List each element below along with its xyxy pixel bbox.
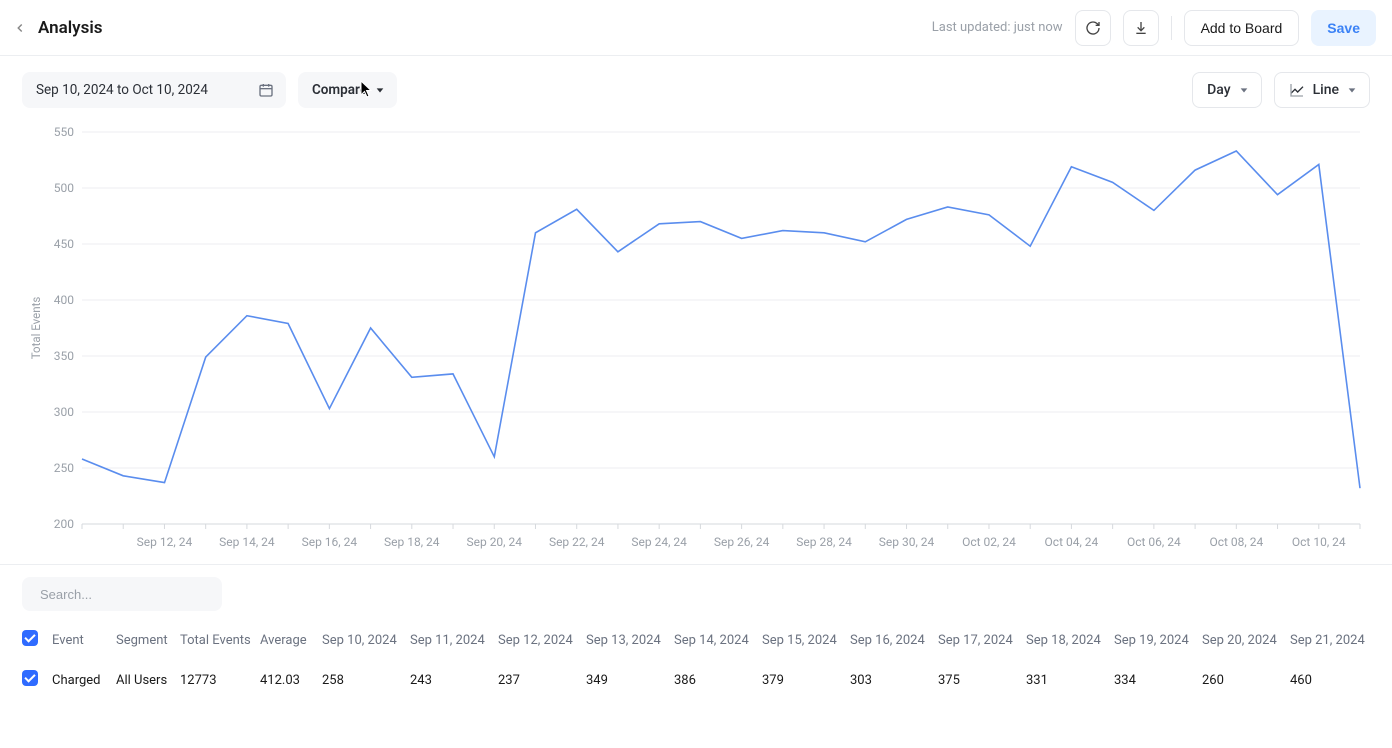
svg-text:400: 400 xyxy=(54,293,74,307)
save-button[interactable]: Save xyxy=(1311,10,1376,46)
svg-text:Oct 10, 24: Oct 10, 24 xyxy=(1292,535,1346,549)
add-to-board-button[interactable]: Add to Board xyxy=(1184,10,1300,46)
svg-text:Sep 16, 24: Sep 16, 24 xyxy=(302,535,358,549)
cell-event: Charged xyxy=(52,673,116,688)
cell-value: 460 xyxy=(1290,673,1370,688)
back-button[interactable] xyxy=(8,16,32,40)
chevron-down-icon xyxy=(1239,85,1249,95)
line-chart[interactable]: 200 250 300 350 400 450 500 550 Sep 12, 24 Sep 14… xyxy=(22,124,1370,564)
refresh-icon xyxy=(1085,20,1101,36)
table-row[interactable]: ChargedAll Users12773412.032582432373493… xyxy=(22,665,1370,695)
table-body: ChargedAll Users12773412.032582432373493… xyxy=(22,665,1370,695)
cell-value: 237 xyxy=(498,673,586,688)
svg-text:Sep 26, 24: Sep 26, 24 xyxy=(714,535,770,549)
cell-value: 303 xyxy=(850,673,938,688)
cell-value: 334 xyxy=(1114,673,1202,688)
svg-text:550: 550 xyxy=(54,125,74,139)
search-box[interactable] xyxy=(22,577,222,611)
svg-text:250: 250 xyxy=(54,461,74,475)
svg-text:Sep 18, 24: Sep 18, 24 xyxy=(384,535,440,549)
svg-text:Oct 04, 24: Oct 04, 24 xyxy=(1045,535,1099,549)
cell-total: 12773 xyxy=(180,673,260,688)
download-button[interactable] xyxy=(1123,10,1159,46)
page-title: Analysis xyxy=(38,18,103,38)
chart-type-select[interactable]: Line xyxy=(1274,72,1370,108)
refresh-button[interactable] xyxy=(1075,10,1111,46)
compare-button[interactable]: Compare xyxy=(298,72,397,108)
data-table: EventSegmentTotal EventsAverageSep 10, 2… xyxy=(22,625,1370,695)
svg-text:500: 500 xyxy=(54,181,74,195)
svg-text:Sep 24, 24: Sep 24, 24 xyxy=(631,535,687,549)
cell-value: 258 xyxy=(322,673,410,688)
chevron-down-icon xyxy=(1347,85,1357,95)
table-header-cell: Sep 14, 2024 xyxy=(674,633,762,648)
svg-text:Total Events: Total Events xyxy=(29,297,43,360)
table-header-cell: Sep 12, 2024 xyxy=(498,633,586,648)
table-header-cell: Average xyxy=(260,633,322,648)
svg-text:Sep 22, 24: Sep 22, 24 xyxy=(549,535,605,549)
cell-value: 331 xyxy=(1026,673,1114,688)
topbar-right: Last updated: just now Add to Board Save xyxy=(932,10,1376,46)
compare-label: Compare xyxy=(312,82,367,98)
svg-text:Sep 14, 24: Sep 14, 24 xyxy=(219,535,275,549)
table-header-cell: Sep 11, 2024 xyxy=(410,633,498,648)
table-header-row: EventSegmentTotal EventsAverageSep 10, 2… xyxy=(22,625,1370,655)
table-header-cell: Total Events xyxy=(180,633,260,648)
granularity-select[interactable]: Day xyxy=(1192,72,1261,108)
cell-value: 375 xyxy=(938,673,1026,688)
chart-area: 200 250 300 350 400 450 500 550 Sep 12, 24 Sep 14… xyxy=(0,124,1392,564)
line-chart-icon xyxy=(1289,82,1305,98)
data-table-section: EventSegmentTotal EventsAverageSep 10, 2… xyxy=(0,564,1392,695)
table-header-cell: Sep 15, 2024 xyxy=(762,633,850,648)
svg-text:Sep 30, 24: Sep 30, 24 xyxy=(879,535,935,549)
svg-text:Oct 06, 24: Oct 06, 24 xyxy=(1127,535,1181,549)
table-header-cell: Sep 16, 2024 xyxy=(850,633,938,648)
row-checkbox[interactable] xyxy=(22,670,38,686)
table-header-cell: Sep 17, 2024 xyxy=(938,633,1026,648)
cell-value: 386 xyxy=(674,673,762,688)
last-updated: Last updated: just now xyxy=(932,20,1063,35)
cell-value: 260 xyxy=(1202,673,1290,688)
svg-text:Sep 20, 24: Sep 20, 24 xyxy=(466,535,522,549)
table-header-cell: Sep 13, 2024 xyxy=(586,633,674,648)
granularity-label: Day xyxy=(1207,82,1230,98)
cell-average: 412.03 xyxy=(260,673,322,688)
divider xyxy=(1171,16,1172,40)
table-header-cell: Sep 21, 2024 xyxy=(1290,633,1370,648)
topbar: Analysis Last updated: just now Add to B… xyxy=(0,0,1392,56)
svg-text:350: 350 xyxy=(54,349,74,363)
svg-text:Sep 28, 24: Sep 28, 24 xyxy=(796,535,852,549)
date-range-label: Sep 10, 2024 to Oct 10, 2024 xyxy=(36,82,208,98)
cell-value: 349 xyxy=(586,673,674,688)
svg-text:450: 450 xyxy=(54,237,74,251)
svg-text:Oct 08, 24: Oct 08, 24 xyxy=(1209,535,1263,549)
cell-value: 379 xyxy=(762,673,850,688)
calendar-icon xyxy=(258,82,274,98)
table-header-cell: Event xyxy=(52,633,116,648)
date-range-picker[interactable]: Sep 10, 2024 to Oct 10, 2024 xyxy=(22,72,286,108)
cell-value: 243 xyxy=(410,673,498,688)
chevron-down-icon xyxy=(375,85,385,95)
download-icon xyxy=(1133,20,1149,36)
svg-text:300: 300 xyxy=(54,405,74,419)
select-all-checkbox[interactable] xyxy=(22,630,38,646)
svg-text:Sep 12, 24: Sep 12, 24 xyxy=(137,535,193,549)
cell-segment: All Users xyxy=(116,673,180,688)
search-input[interactable] xyxy=(40,587,216,602)
chart-type-label: Line xyxy=(1313,82,1339,98)
chevron-left-icon xyxy=(13,21,27,35)
svg-text:200: 200 xyxy=(54,517,74,531)
table-header-cell: Sep 20, 2024 xyxy=(1202,633,1290,648)
table-header-cell: Sep 18, 2024 xyxy=(1026,633,1114,648)
table-header-cell: Sep 19, 2024 xyxy=(1114,633,1202,648)
svg-text:Oct 02, 24: Oct 02, 24 xyxy=(962,535,1016,549)
table-header-cell: Segment xyxy=(116,633,180,648)
table-header-cell: Sep 10, 2024 xyxy=(322,633,410,648)
toolbar: Sep 10, 2024 to Oct 10, 2024 Compare Day… xyxy=(0,56,1392,124)
